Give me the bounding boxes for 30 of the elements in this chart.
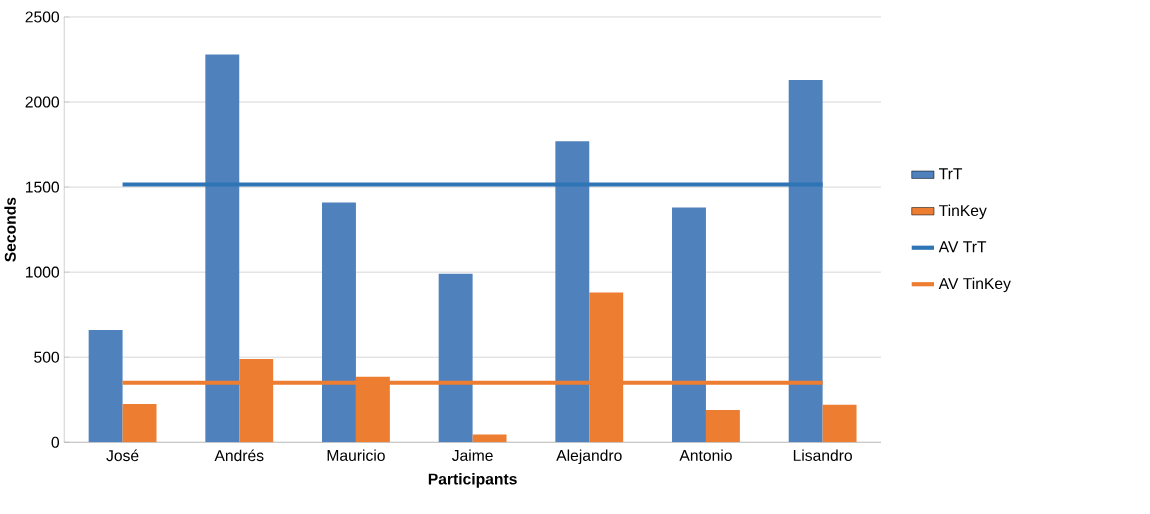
bar (672, 207, 706, 443)
x-tick-label: Jaime (451, 449, 493, 462)
legend-label: AV TrT (938, 241, 987, 253)
bar (788, 80, 823, 443)
bar (705, 410, 740, 443)
x-tick-label: Alejandro (556, 449, 622, 465)
bar (555, 141, 590, 443)
legend-label: TrT (939, 168, 963, 180)
bar (822, 404, 857, 443)
y-tick-label: 500 (34, 351, 60, 363)
y-tick-label: 1000 (26, 266, 60, 278)
x-tick-label: José (106, 449, 139, 462)
y-tick-label: 1500 (26, 181, 60, 193)
y-tick-label: 2000 (25, 96, 60, 108)
bar (88, 330, 123, 443)
x-tick-label: Andrés (214, 449, 264, 462)
bar (472, 434, 507, 443)
bar (438, 273, 473, 443)
bar (322, 202, 356, 443)
bar (205, 54, 240, 443)
legend-label: TinKey (939, 204, 987, 220)
bar (122, 404, 157, 443)
x-tick-label: Antonio (679, 449, 732, 462)
y-tick-label: 2500 (25, 11, 60, 23)
x-axis-title: Participants (428, 473, 517, 488)
x-tick-label: Lisandro (793, 449, 852, 462)
y-tick-label: 0 (51, 436, 60, 448)
x-tick-label: Mauricio (327, 449, 385, 462)
y-axis-title: Seconds (4, 197, 16, 262)
legend-label: AV TinKey (938, 277, 1011, 293)
